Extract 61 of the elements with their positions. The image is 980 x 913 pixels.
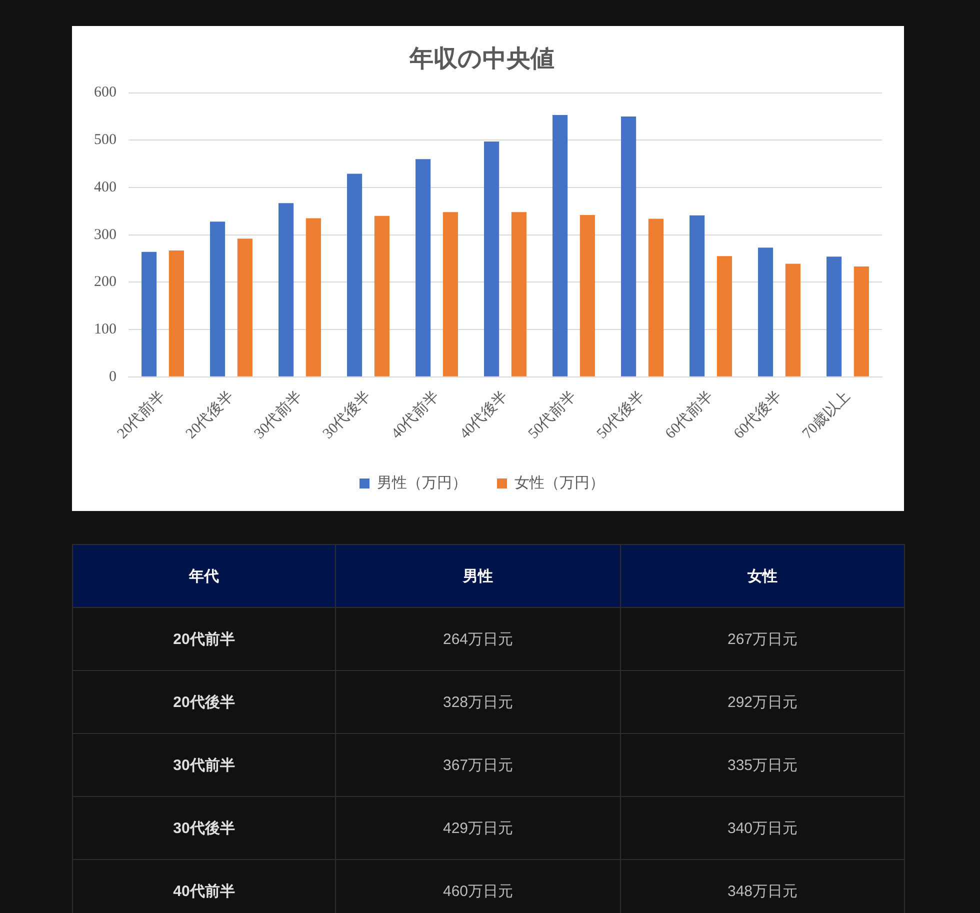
y-tick-label: 400 (94, 179, 116, 196)
x-tick-label: 30代前半 (250, 388, 306, 442)
legend-label: 女性（万円） (514, 474, 604, 492)
bar (580, 214, 595, 376)
text: 264万日元 (336, 608, 620, 670)
y-tick-label: 200 (94, 274, 116, 290)
x-tick-label: 40代後半 (456, 388, 511, 442)
bar (237, 238, 252, 376)
text: 年代 (72, 544, 336, 608)
text: 335万日元 (620, 734, 904, 796)
x-tick-label: 50代前半 (524, 388, 580, 442)
bar (716, 256, 732, 376)
bar (854, 266, 869, 376)
x-tick-label: 40代前半 (388, 388, 442, 442)
y-tick-label: 500 (94, 132, 116, 148)
text: 367万日元 (336, 734, 620, 796)
bar (374, 216, 390, 376)
bar (648, 218, 664, 376)
y-tick-label: 100 (94, 321, 116, 338)
bar (758, 248, 774, 376)
text: 340万日元 (620, 796, 904, 860)
text: 男性 (336, 544, 620, 608)
x-tick-label: 50代後半 (593, 388, 648, 442)
bar (442, 212, 458, 376)
x-tick-label: 60代前半 (662, 388, 716, 442)
bar (142, 252, 157, 376)
text: 429万日元 (336, 796, 620, 860)
text: 40代前半 (72, 860, 336, 913)
bar (210, 222, 226, 376)
bar (621, 116, 636, 376)
bar (416, 159, 431, 376)
bar (511, 212, 526, 376)
x-tick-label: 30代後半 (319, 388, 374, 442)
y-tick-label: 300 (94, 226, 116, 243)
bar (278, 203, 294, 376)
text: 460万日元 (336, 860, 620, 913)
y-tick-label: 0 (109, 368, 116, 385)
text: 267万日元 (620, 608, 904, 670)
text: 30代前半 (72, 734, 336, 796)
bar (552, 115, 568, 376)
bar (484, 142, 500, 376)
text: 292万日元 (620, 670, 904, 734)
bar (168, 250, 184, 376)
text: 328万日元 (336, 670, 620, 734)
x-tick-label: 70歳以上 (798, 388, 854, 442)
x-tick-label: 20代前半 (114, 388, 168, 442)
legend-label: 男性（万円） (377, 474, 467, 492)
text: 348万日元 (620, 860, 904, 913)
text: 20代前半 (72, 608, 336, 670)
text: 女性 (620, 544, 904, 608)
text: 20代後半 (72, 670, 336, 734)
bar (785, 264, 800, 376)
y-tick-label: 600 (94, 84, 116, 101)
bar (306, 218, 321, 376)
bar (826, 256, 842, 376)
bar (690, 215, 705, 376)
text: 30代後半 (72, 796, 336, 860)
x-tick-label: 20代後半 (182, 388, 237, 442)
chart-title: 年収の中央値 (408, 46, 554, 73)
x-tick-label: 60代後半 (730, 388, 785, 442)
bar (347, 174, 362, 376)
